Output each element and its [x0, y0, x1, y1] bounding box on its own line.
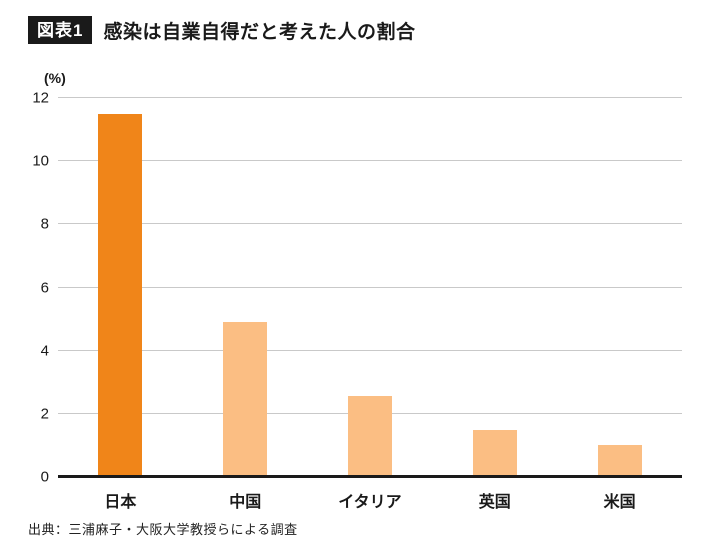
gridline — [58, 97, 682, 98]
bar-英国 — [472, 429, 517, 477]
source-caption: 出典：三浦麻子・大阪大学教授らによる調査 — [28, 522, 298, 537]
x-category-label: 米国 — [603, 494, 636, 511]
gridline — [58, 223, 682, 225]
bar-イタリア — [348, 396, 392, 477]
y-tick-label: 8 — [40, 215, 49, 233]
y-tick-label: 4 — [40, 342, 49, 360]
gridline — [58, 160, 682, 162]
x-category-label: 英国 — [478, 494, 511, 511]
bar-米国 — [597, 445, 642, 477]
plot-area: 0 2 4 6 8 10 12 日本 中国 イタリア 英国 米国 — [32, 90, 682, 511]
y-tick-label: 12 — [32, 89, 49, 107]
figure-header: 図表1 感染は自業自得だと考えた人の割合 — [28, 16, 415, 44]
y-tick-label: 0 — [40, 468, 49, 486]
x-category-label: 日本 — [104, 494, 137, 511]
gridline — [58, 286, 682, 288]
figure-badge: 図表1 — [28, 16, 93, 44]
gridline — [58, 349, 682, 351]
x-axis-baseline — [58, 475, 682, 478]
bar-中国 — [223, 322, 268, 477]
x-category-label: 中国 — [229, 494, 262, 511]
y-axis-unit-label: (%) — [44, 70, 66, 86]
y-tick-label: 10 — [32, 152, 49, 170]
chart-title: 感染は自業自得だと考えた人の割合 — [103, 21, 416, 43]
y-tick-label: 2 — [40, 405, 49, 423]
x-category-label: イタリア — [338, 494, 402, 511]
y-tick-label: 6 — [40, 279, 49, 296]
bar-日本 — [98, 113, 143, 477]
